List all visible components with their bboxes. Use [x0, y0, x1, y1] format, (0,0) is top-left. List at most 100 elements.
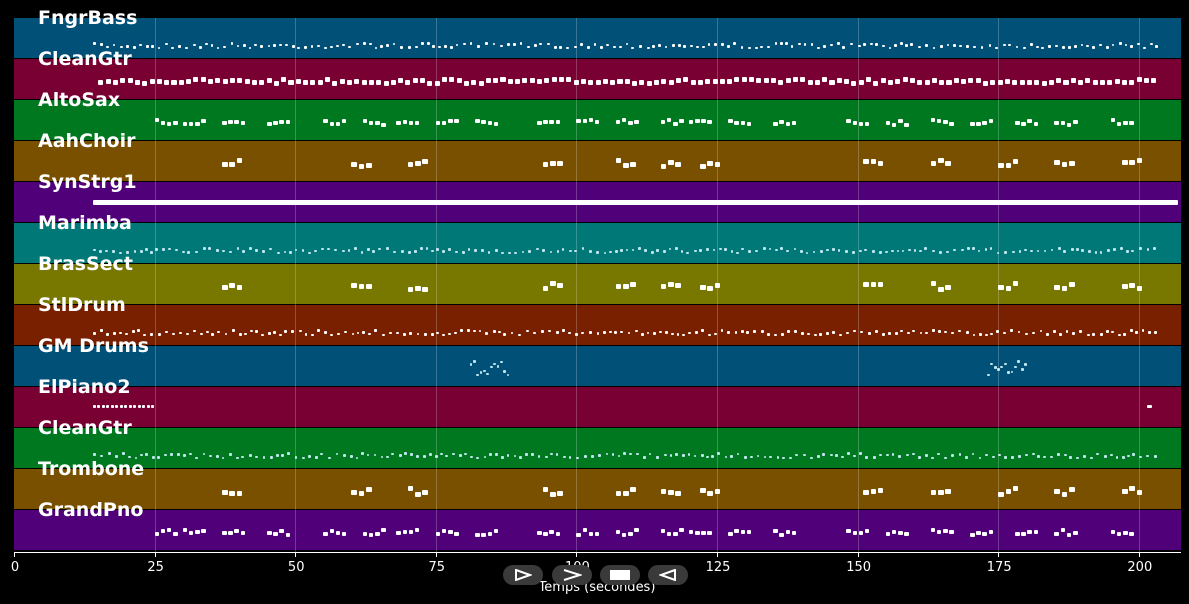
- note: [463, 42, 467, 46]
- note: [568, 456, 572, 459]
- note: [931, 456, 935, 460]
- note: [526, 45, 530, 48]
- note: [837, 249, 841, 252]
- note: [106, 405, 110, 408]
- note: [785, 77, 791, 83]
- note: [279, 333, 282, 337]
- note: [549, 491, 556, 497]
- note: [627, 331, 631, 335]
- play-button[interactable]: [503, 565, 543, 585]
- note: [1143, 77, 1149, 83]
- note: [674, 247, 678, 250]
- note: [422, 286, 428, 292]
- rewind-button[interactable]: [648, 565, 688, 585]
- note: [771, 77, 777, 83]
- note: [494, 453, 498, 456]
- note: [432, 45, 435, 48]
- note: [355, 42, 359, 46]
- note: [448, 118, 453, 123]
- note: [1123, 120, 1128, 125]
- note: [254, 455, 258, 459]
- note: [634, 528, 639, 533]
- note: [925, 44, 928, 47]
- note: [822, 77, 828, 83]
- note: [414, 528, 420, 533]
- note: [228, 120, 233, 125]
- note: [781, 333, 784, 336]
- note: [634, 120, 639, 125]
- note: [900, 329, 904, 333]
- note: [668, 247, 672, 251]
- note: [119, 251, 123, 255]
- note: [628, 121, 633, 126]
- note: [588, 118, 594, 123]
- note: [714, 489, 721, 495]
- note: [334, 248, 338, 252]
- note: [728, 531, 733, 536]
- note: [958, 329, 962, 333]
- note: [145, 453, 148, 456]
- note: [392, 42, 396, 46]
- track-band: [14, 100, 1181, 140]
- track-label: BrasSect: [38, 253, 133, 275]
- note: [542, 249, 546, 252]
- note: [727, 78, 733, 84]
- note: [434, 80, 440, 86]
- note: [846, 118, 851, 123]
- note: [358, 163, 365, 169]
- note: [657, 44, 661, 47]
- note: [712, 248, 716, 252]
- note: [192, 43, 196, 47]
- note: [701, 119, 706, 123]
- forward-button[interactable]: [552, 565, 592, 585]
- note: [663, 250, 666, 253]
- note: [988, 44, 992, 47]
- note: [1107, 80, 1113, 86]
- note: [1061, 491, 1068, 497]
- note: [1103, 455, 1107, 458]
- note: [930, 528, 936, 533]
- note: [133, 46, 136, 49]
- note: [414, 491, 421, 497]
- note: [557, 491, 563, 497]
- note: [407, 486, 414, 492]
- note: [555, 453, 559, 456]
- note: [182, 528, 188, 532]
- note: [1100, 79, 1106, 85]
- note: [852, 530, 858, 535]
- note: [912, 452, 916, 456]
- note: [456, 78, 462, 84]
- note: [984, 248, 988, 251]
- note: [761, 330, 765, 333]
- note: [351, 162, 358, 168]
- note: [624, 79, 630, 85]
- note: [242, 250, 245, 253]
- stop-button[interactable]: [600, 565, 640, 585]
- note: [427, 80, 433, 86]
- note: [819, 333, 822, 336]
- note: [1021, 532, 1026, 537]
- x-tick-label: 75: [428, 560, 446, 575]
- note: [668, 282, 674, 288]
- gridline: [435, 18, 437, 552]
- note: [1031, 331, 1035, 335]
- note: [707, 491, 714, 497]
- note: [763, 455, 767, 459]
- note: [798, 42, 802, 46]
- note: [454, 119, 459, 124]
- note: [812, 250, 816, 254]
- note: [98, 80, 104, 86]
- note: [548, 329, 552, 333]
- note: [537, 78, 543, 84]
- note: [1072, 332, 1076, 335]
- note: [444, 45, 447, 48]
- note: [278, 43, 282, 47]
- note: [736, 452, 740, 456]
- note: [930, 489, 937, 495]
- note: [668, 159, 674, 165]
- note: [711, 455, 715, 458]
- note: [701, 454, 704, 457]
- note: [262, 456, 266, 459]
- note: [530, 453, 534, 456]
- note: [375, 532, 380, 537]
